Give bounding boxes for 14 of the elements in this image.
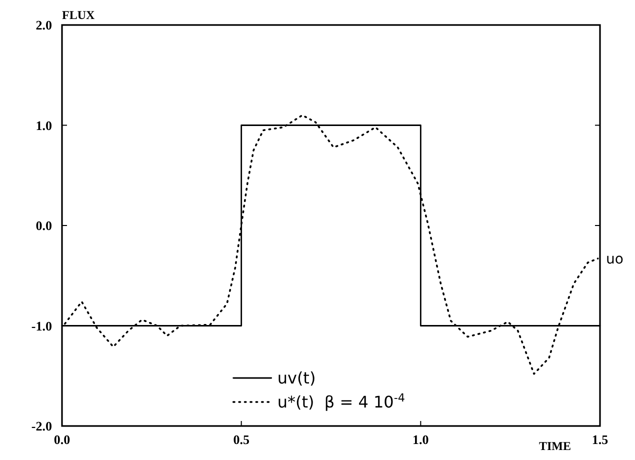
y-tick-label: 1.0 — [36, 118, 52, 133]
y-tick-label: 0.0 — [36, 218, 52, 234]
y-axis-title: FLUX — [62, 8, 95, 22]
annotation: uo — [606, 251, 624, 268]
x-tick-label: 0.5 — [233, 432, 250, 447]
x-axis-title: TIME — [538, 439, 572, 453]
x-tick-label: 1.0 — [412, 432, 429, 447]
legend-label: u*(t) β = 4 10$^{-4}$ — [277, 391, 405, 412]
x-tick-label: 0.0 — [54, 432, 70, 447]
y-tick-label: -1.0 — [31, 318, 52, 334]
y-tick-label: -2.0 — [31, 418, 52, 434]
legend-label: uv(t) — [277, 368, 316, 388]
x-tick-label: 1.5 — [592, 432, 609, 447]
y-tick-label: 2.0 — [36, 18, 52, 33]
